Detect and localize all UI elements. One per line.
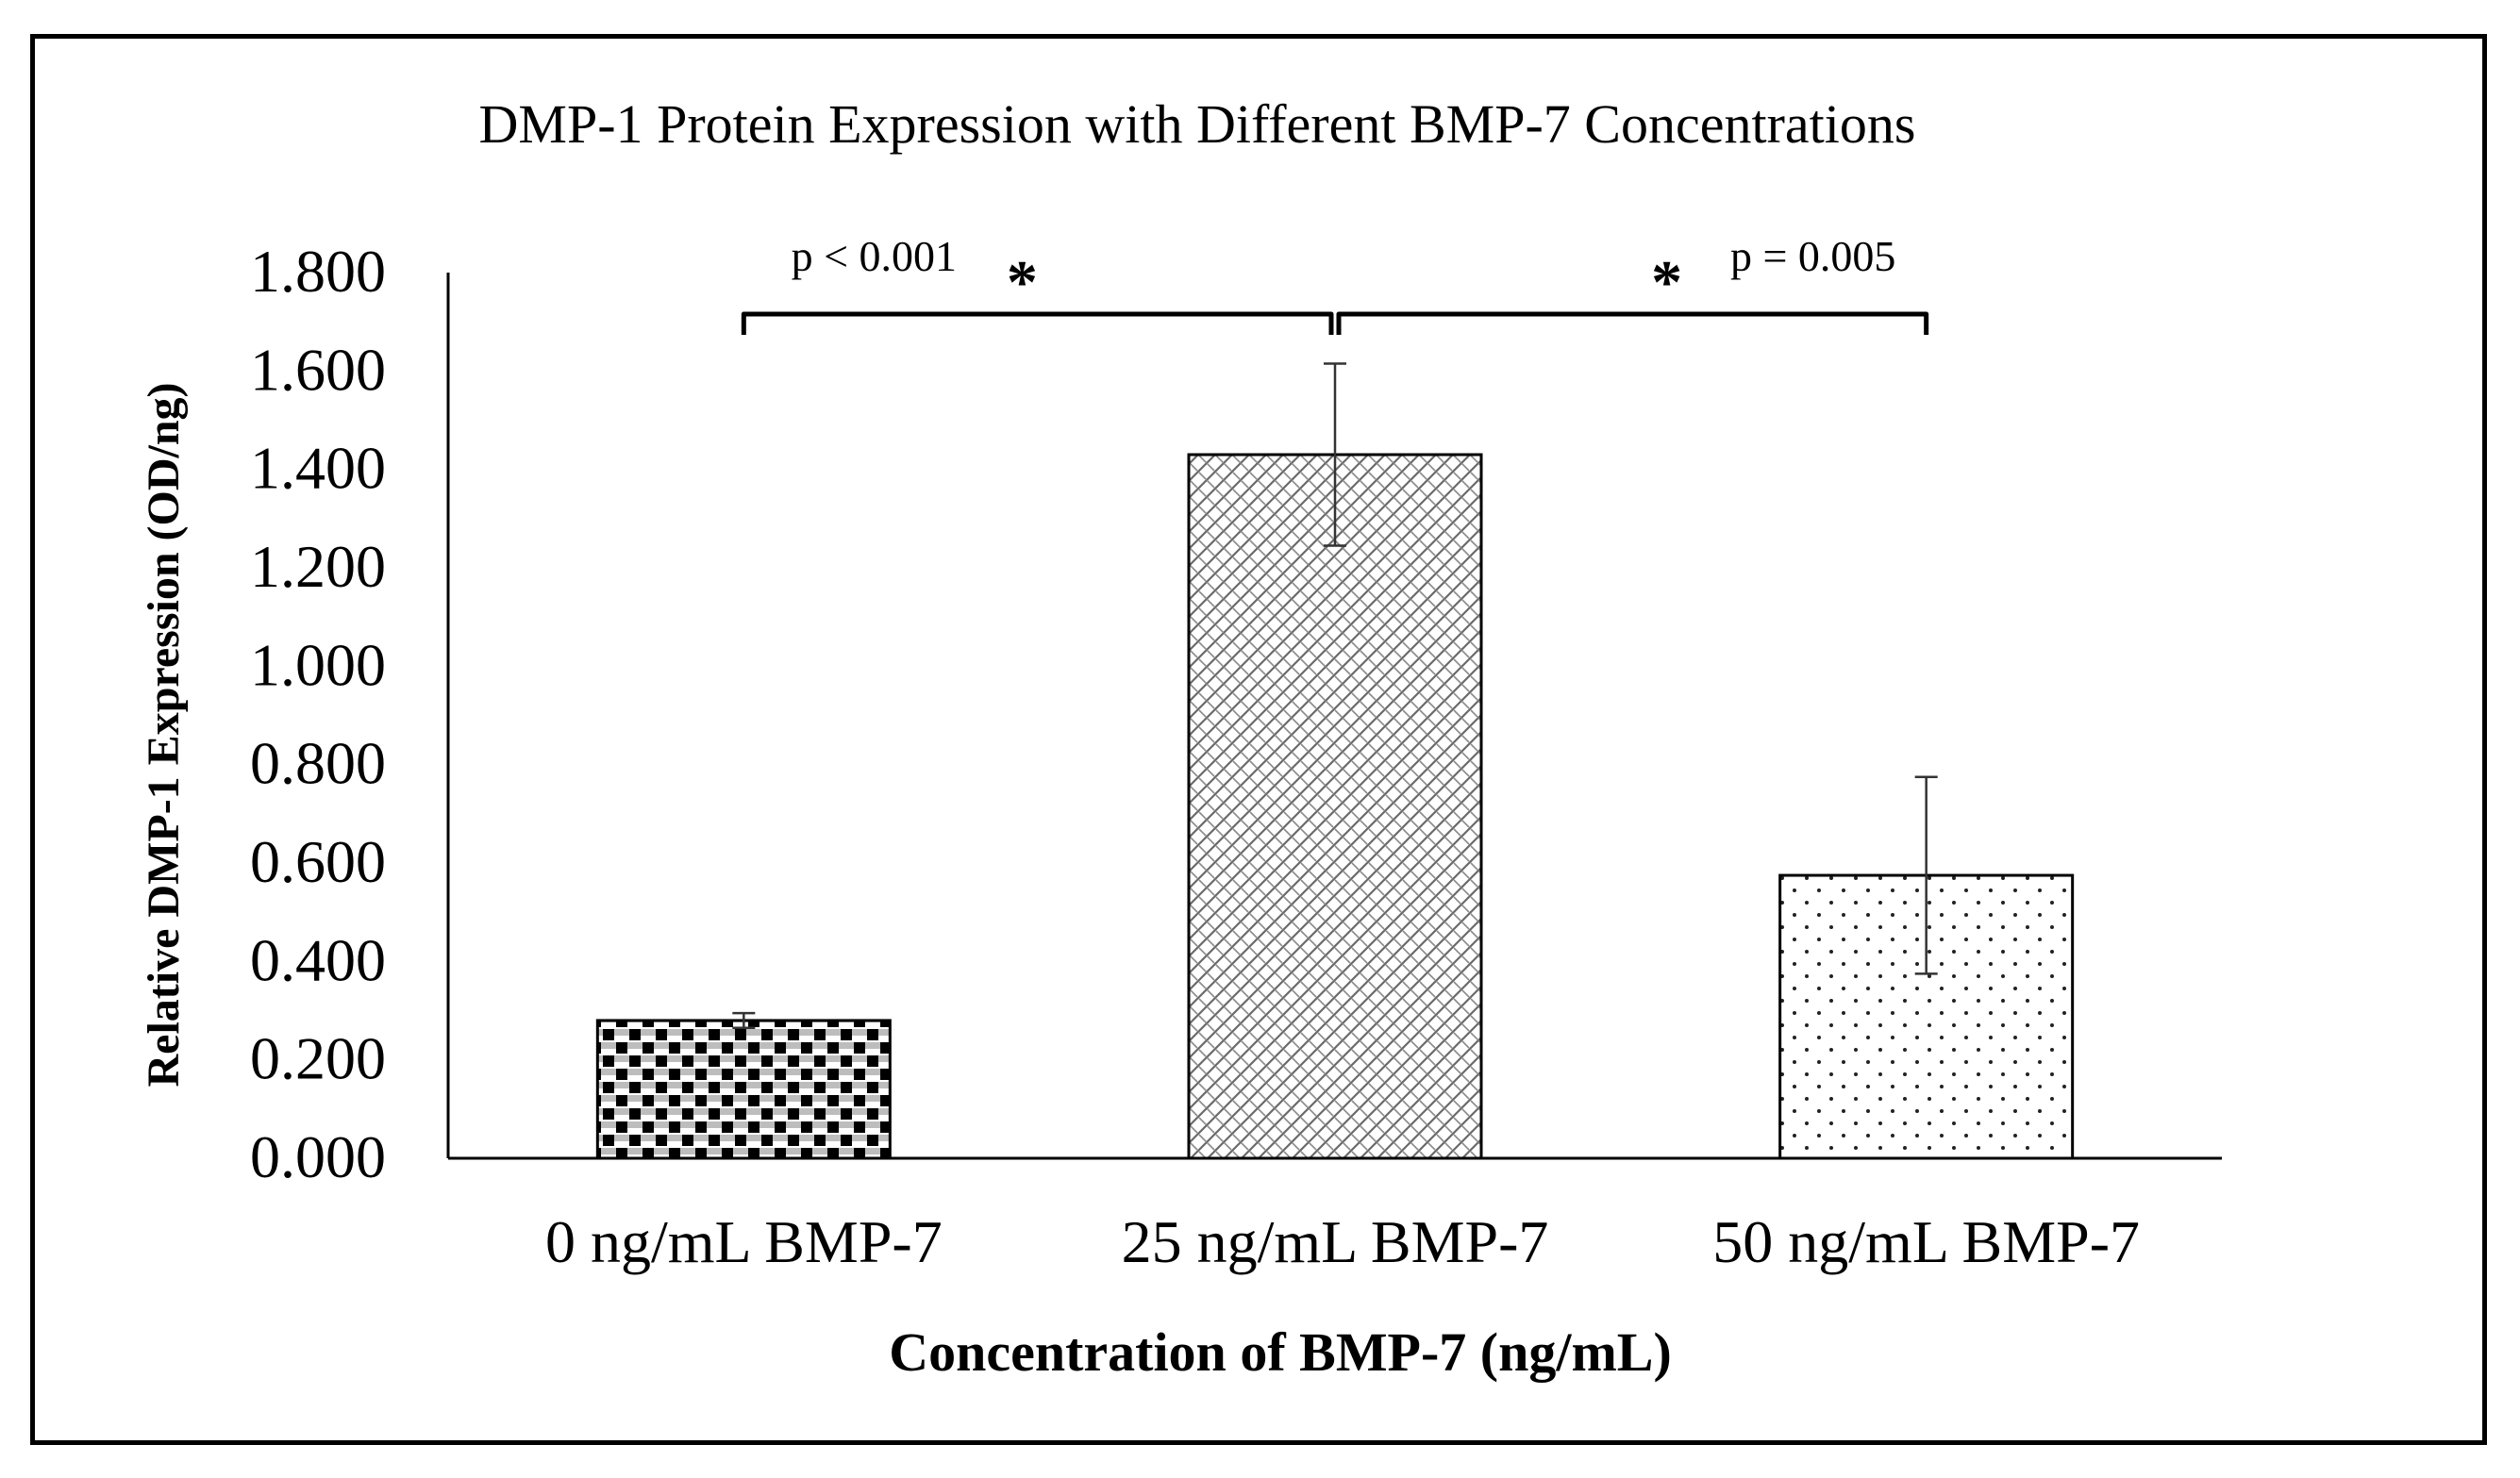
x-axis-label: Concentration of BMP-7 (ng/mL) [889, 1321, 1672, 1383]
chart-title: DMP-1 Protein Expression with Different … [479, 93, 1916, 155]
y-tick-label: 1.600 [250, 336, 386, 403]
bar-1 [1187, 453, 1483, 1160]
p-value-label: p < 0.001 [792, 232, 957, 280]
error-bar-2 [1914, 775, 1938, 975]
y-axis-label: Relative DMP-1 Expression (OD/ng) [139, 382, 189, 1087]
y-tick-label: 1.800 [250, 238, 386, 305]
y-tick-label: 0.600 [250, 828, 386, 895]
x-tick-label: 0 ng/mL BMP-7 [545, 1208, 943, 1275]
significance-asterisk: * [1651, 248, 1682, 317]
error-bar-1 [1324, 362, 1346, 547]
x-tick-label: 50 ng/mL BMP-7 [1712, 1208, 2140, 1275]
y-tick-label: 0.200 [250, 1025, 386, 1092]
y-tick-label: 0.800 [250, 730, 386, 797]
bar-0 [595, 1019, 892, 1160]
y-tick-label: 1.200 [250, 533, 386, 600]
y-tick-label: 0.000 [250, 1123, 386, 1190]
error-bar-0 [732, 1011, 756, 1030]
significance-asterisk: * [1007, 248, 1038, 317]
y-tick-label: 0.400 [250, 926, 386, 993]
y-tick-label: 1.400 [250, 435, 386, 502]
figure-frame: DMP-1 Protein Expression with Different … [30, 34, 2487, 1445]
y-tick-label: 1.000 [250, 631, 386, 698]
p-value-label: p = 0.005 [1730, 232, 1895, 280]
bar-chart: DMP-1 Protein Expression with Different … [139, 93, 2222, 1383]
x-tick-label: 25 ng/mL BMP-7 [1122, 1208, 1549, 1275]
significance-bracket-1: p = 0.005 * [1336, 232, 1929, 335]
significance-bracket-0: p < 0.001 * [741, 232, 1334, 335]
